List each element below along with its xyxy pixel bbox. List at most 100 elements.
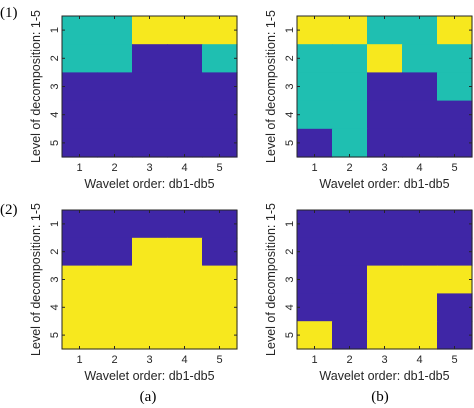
heatmap-2b-xtick-label: 3 [381, 354, 387, 366]
heatmap-2b-cell-r2-c3 [367, 237, 403, 267]
heatmap-1a-xtick-label: 3 [146, 162, 152, 174]
heatmap-1a-cell-r3-c5 [202, 72, 238, 102]
heatmap-1a-cell-r3-c1 [62, 72, 98, 102]
heatmap-2b-ytick-label: 5 [284, 332, 296, 338]
heatmap-2a-cell-r3-c1 [62, 265, 98, 294]
heatmap-2b-cell-r2-c5 [437, 237, 473, 267]
heatmap-1a-cell-r5-c4 [167, 128, 203, 158]
heatmap-1b-ytick-label: 5 [284, 140, 296, 146]
heatmap-2a-cell-r5-c4 [167, 321, 203, 350]
heatmap-1a-ytick-label: 1 [49, 27, 61, 33]
heatmap-2a-cell-r4-c4 [167, 293, 203, 322]
column-label-b: (b) [371, 389, 389, 405]
heatmap-1a-cell-r2-c1 [62, 44, 98, 73]
heatmap-1a-cell-r1-c1 [62, 16, 98, 45]
heatmap-1b-cell-r3-c3 [367, 72, 403, 102]
heatmap-1b-cell-r1-c1 [297, 16, 333, 45]
heatmap-2b-cell-r5-c3 [367, 321, 403, 350]
heatmap-1b-ylabel: Level of decomposition: 1-5 [264, 10, 278, 163]
heatmap-2b-cell-r4-c4 [402, 293, 438, 322]
heatmap-2a-cell-r5-c5 [202, 321, 238, 350]
heatmap-1b-cell-r2-c4 [402, 44, 438, 73]
heatmap-1b-xlabel: Wavelet order: db1-db5 [319, 177, 449, 191]
heatmap-1a-cell-r1-c4 [167, 16, 203, 45]
heatmap-2b-cell-r1-c3 [367, 210, 403, 239]
heatmap-1a-cell-r4-c4 [167, 100, 203, 130]
heatmap-2b-cell-r1-c5 [437, 210, 473, 239]
heatmap-2a-cell-r1-c3 [132, 210, 168, 239]
heatmap-2a-cell-r2-c2 [97, 237, 133, 267]
heatmap-2a-cell-r1-c4 [167, 210, 203, 239]
heatmap-1b-cell-r5-c5 [437, 128, 473, 158]
heatmap-1a-cell-r1-c3 [132, 16, 168, 45]
heatmap-1b-xtick-label: 3 [381, 162, 387, 174]
heatmap-1a-cell-r5-c3 [132, 128, 168, 158]
heatmap-2a-cell-r3-c4 [167, 265, 203, 294]
heatmap-2b-ytick-label: 3 [284, 276, 296, 282]
row-label-1: (1) [0, 5, 18, 21]
heatmap-2a-cell-r1-c5 [202, 210, 238, 239]
heatmap-1a-cell-r4-c1 [62, 100, 98, 130]
heatmap-1a-ytick-label: 2 [49, 55, 61, 61]
heatmap-1a-cell-r3-c2 [97, 72, 133, 102]
heatmap-2b-cell-r4-c5 [437, 293, 473, 322]
heatmap-1b-cell-r1-c4 [402, 16, 438, 45]
heatmap-1a-ytick-label: 3 [49, 83, 61, 89]
heatmap-1a-cell-r2-c4 [167, 44, 203, 73]
heatmap-2a-cell-r1-c2 [97, 210, 133, 239]
heatmap-2b-cell-r3-c1 [297, 265, 333, 294]
heatmap-1a-xtick-label: 4 [181, 162, 187, 174]
heatmap-2a-cell-r2-c3 [132, 237, 168, 267]
heatmap-2a-cell-r5-c1 [62, 321, 98, 350]
heatmap-1a-cell-r4-c5 [202, 100, 238, 130]
heatmap-2a-cell-r5-c2 [97, 321, 133, 350]
heatmap-2a-ylabel: Level of decomposition: 1-5 [29, 203, 43, 356]
heatmap-1a-cell-r2-c2 [97, 44, 133, 73]
heatmap-1a-xtick-label: 1 [76, 162, 82, 174]
heatmap-1b-cell-r2-c5 [437, 44, 473, 73]
heatmap-1a-cell-r1-c5 [202, 16, 238, 45]
heatmap-2a-cell-r3-c5 [202, 265, 238, 294]
heatmap-1b-cell-r2-c3 [367, 44, 403, 73]
heatmap-2b-xtick-label: 5 [451, 354, 457, 366]
heatmap-1b-cell-r3-c2 [332, 72, 368, 102]
heatmap-1a-cell-r3-c4 [167, 72, 203, 102]
heatmap-2b-cell-r4-c1 [297, 293, 333, 322]
heatmap-2a-xtick-label: 1 [76, 354, 82, 366]
heatmap-1b-cell-r1-c5 [437, 16, 473, 45]
heatmap-2b-cell-r3-c5 [437, 265, 473, 294]
row-label-2: (2) [0, 202, 18, 218]
heatmap-2b-cell-r2-c4 [402, 237, 438, 267]
heatmap-1b-cell-r4-c5 [437, 100, 473, 130]
heatmap-1b-cell-r5-c2 [332, 128, 368, 158]
heatmap-1b-xtick-label: 5 [451, 162, 457, 174]
heatmap-2a-ytick-label: 4 [49, 304, 61, 310]
heatmap-2a-cell-r3-c3 [132, 265, 168, 294]
heatmap-1b-xtick-label: 2 [346, 162, 352, 174]
heatmap-1b-xtick-label: 4 [416, 162, 422, 174]
heatmap-1a-cell-r1-c2 [97, 16, 133, 45]
heatmap-2b-cell-r2-c1 [297, 237, 333, 267]
heatmap-1b-cell-r5-c3 [367, 128, 403, 158]
heatmap-2a-cell-r3-c2 [97, 265, 133, 294]
heatmap-2b-xtick-label: 4 [416, 354, 422, 366]
heatmap-1b-cell-r4-c1 [297, 100, 333, 130]
heatmap-2b-cell-r5-c5 [437, 321, 473, 350]
heatmap-2a-xlabel: Wavelet order: db1-db5 [84, 369, 214, 383]
heatmap-1a-xtick-label: 2 [111, 162, 117, 174]
heatmap-2b-cell-r4-c3 [367, 293, 403, 322]
heatmap-2b-ylabel: Level of decomposition: 1-5 [264, 203, 278, 356]
heatmap-1b-cell-r1-c2 [332, 16, 368, 45]
heatmap-1a-ytick-label: 5 [49, 140, 61, 146]
heatmap-1b-ytick-label: 2 [284, 55, 296, 61]
heatmap-2a-cell-r4-c2 [97, 293, 133, 322]
heatmap-1a-cell-r5-c5 [202, 128, 238, 158]
heatmap-2a-ytick-label: 5 [49, 332, 61, 338]
heatmap-2b-cell-r1-c2 [332, 210, 368, 239]
heatmap-2b-ytick-label: 4 [284, 304, 296, 310]
